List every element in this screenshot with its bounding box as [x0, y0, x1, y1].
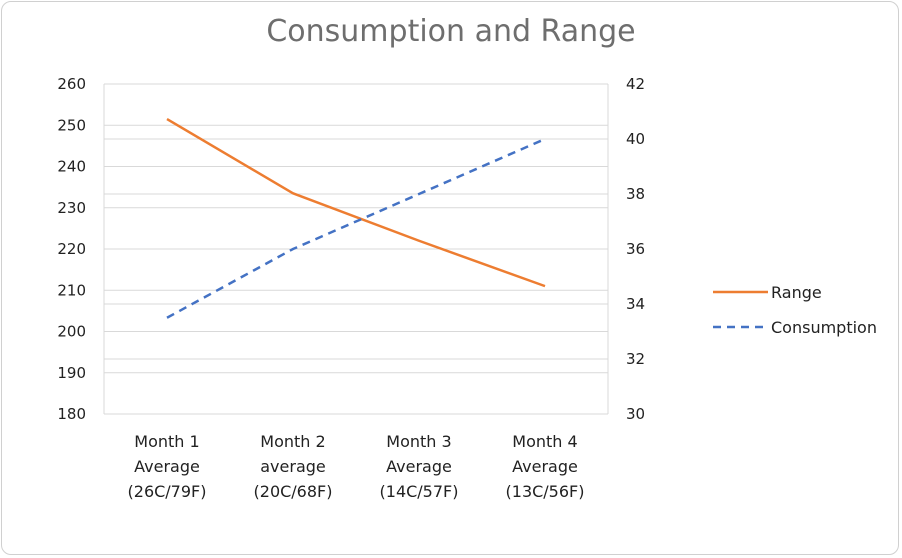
right-tick-label: 40	[626, 130, 645, 148]
gridlines	[104, 83, 608, 415]
left-tick-label: 190	[57, 364, 86, 382]
series-line-range	[166, 117, 546, 288]
left-tick-label: 220	[57, 240, 86, 258]
right-tick-label: 32	[626, 350, 645, 368]
left-tick-label: 210	[57, 281, 86, 299]
right-axis-tick-labels: 30 32 34 36 38 40 42	[626, 75, 645, 423]
category-label-line: (14C/57F)	[380, 482, 459, 501]
left-tick-label: 200	[57, 323, 86, 341]
category-label-line: Month 2	[260, 432, 325, 451]
category-label-line: (26C/79F)	[128, 482, 207, 501]
right-tick-label: 34	[626, 295, 645, 313]
category-label: Month 1 Average (26C/79F)	[128, 432, 207, 501]
right-tick-label: 30	[626, 405, 645, 423]
left-tick-label: 250	[57, 116, 86, 134]
category-label-line: (13C/56F)	[506, 482, 585, 501]
category-label: Month 3 Average (14C/57F)	[380, 432, 459, 501]
category-label-line: Month 1	[134, 432, 199, 451]
series-line-consumption	[166, 137, 546, 319]
category-label: Month 4 Average (13C/56F)	[506, 432, 585, 501]
right-tick-label: 38	[626, 185, 645, 203]
left-axis-tick-labels: 180 190 200 210 220 230 240 250 260	[57, 75, 86, 423]
axes	[103, 84, 609, 415]
left-tick-label: 180	[57, 405, 86, 423]
legend-label-consumption: Consumption	[771, 318, 877, 337]
category-label: Month 2 average (20C/68F)	[254, 432, 333, 501]
left-tick-label: 240	[57, 158, 86, 176]
category-labels: Month 1 Average (26C/79F) Month 2 average (20…	[128, 432, 585, 501]
right-tick-label: 42	[626, 75, 645, 93]
right-tick-label: 36	[626, 240, 645, 258]
left-tick-label: 260	[57, 75, 86, 93]
category-label-line: (20C/68F)	[254, 482, 333, 501]
category-label-line: Month 3	[386, 432, 451, 451]
series-lines	[166, 117, 546, 319]
left-tick-label: 230	[57, 199, 86, 217]
category-label-line: Average	[134, 457, 200, 476]
category-label-line: Month 4	[512, 432, 577, 451]
category-label-line: Average	[512, 457, 578, 476]
category-label-line: Average	[386, 457, 452, 476]
chart-title: Consumption and Range	[266, 14, 636, 49]
legend: Range Consumption	[713, 283, 877, 337]
legend-label-range: Range	[771, 283, 822, 302]
category-label-line: average	[260, 457, 326, 476]
